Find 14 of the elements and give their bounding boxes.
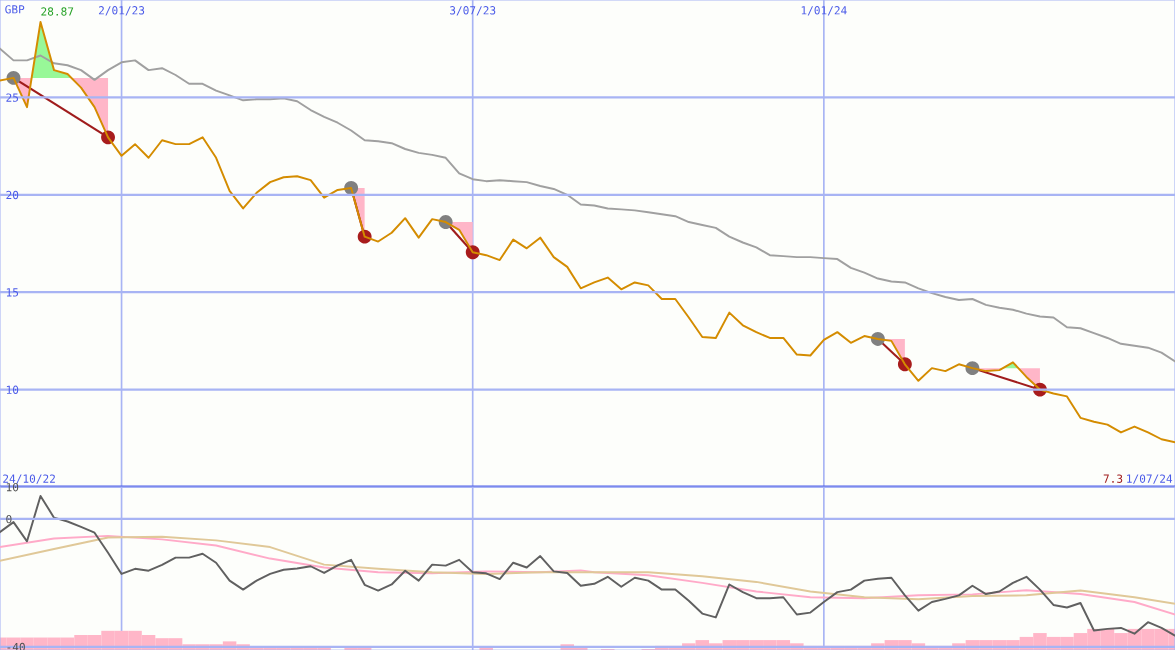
annotation: 28.87: [41, 7, 74, 16]
y-tick-label: 10: [6, 482, 19, 492]
y-axis-title: GBP: [5, 5, 25, 14]
y-tick-label: 0: [6, 514, 12, 524]
y-tick-label: 10: [6, 385, 19, 394]
x-tick-label: 2/01/23: [98, 6, 145, 16]
annotation: 7.3: [1103, 474, 1123, 483]
x-tick-label: 3/07/23: [450, 6, 496, 16]
x-tick-label: 1/01/24: [801, 6, 847, 16]
annotation: 1/07/24: [1127, 474, 1173, 484]
y-tick-label: 15: [6, 288, 19, 297]
y-tick-label: 20: [6, 190, 19, 200]
annotation: 24/10/22: [3, 474, 55, 484]
y-tick-label: 25: [6, 93, 19, 102]
